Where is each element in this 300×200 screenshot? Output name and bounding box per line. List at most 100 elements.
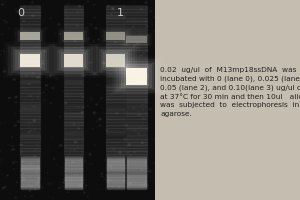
Bar — [21, 156, 39, 159]
Bar — [126, 18, 147, 21]
Bar — [106, 141, 125, 143]
Bar — [20, 64, 40, 67]
Bar — [112, 58, 161, 94]
Bar — [65, 169, 82, 172]
Bar — [126, 141, 147, 143]
Bar — [127, 162, 146, 165]
Bar — [21, 169, 39, 172]
Bar — [106, 80, 125, 82]
Bar — [20, 162, 40, 165]
Bar — [64, 121, 83, 123]
Bar — [20, 90, 40, 93]
Bar — [65, 172, 82, 175]
Bar — [106, 60, 125, 62]
Bar — [64, 141, 83, 143]
Bar — [126, 54, 147, 56]
Bar — [64, 31, 83, 33]
Bar — [126, 23, 147, 25]
Bar — [21, 167, 39, 170]
Bar — [20, 8, 40, 10]
Bar — [64, 49, 83, 51]
Bar — [106, 64, 125, 67]
Bar — [121, 33, 152, 47]
Bar — [64, 26, 83, 28]
Bar — [20, 29, 40, 31]
Bar — [106, 125, 125, 128]
Bar — [127, 179, 146, 182]
Bar — [64, 83, 83, 85]
Bar — [64, 112, 83, 114]
Bar — [126, 101, 147, 103]
Bar — [20, 50, 40, 53]
Bar — [64, 32, 83, 40]
Bar — [20, 78, 40, 80]
Bar — [64, 75, 83, 77]
Bar — [64, 29, 83, 31]
Bar — [64, 148, 83, 151]
Bar — [106, 159, 125, 161]
Bar — [106, 109, 125, 111]
Bar — [20, 167, 40, 169]
Text: 1: 1 — [116, 8, 124, 18]
Bar — [20, 37, 40, 39]
Bar — [126, 150, 147, 152]
Bar — [127, 176, 146, 179]
Bar — [126, 47, 147, 50]
Bar — [127, 182, 146, 185]
Bar — [64, 18, 83, 21]
Bar — [106, 122, 125, 125]
Bar — [20, 161, 40, 163]
Bar — [127, 164, 146, 167]
Bar — [64, 84, 83, 87]
Bar — [126, 5, 147, 7]
Bar — [106, 35, 125, 38]
Bar — [20, 185, 40, 187]
Bar — [106, 112, 125, 114]
Bar — [64, 50, 83, 53]
Bar — [107, 180, 124, 183]
Bar — [126, 38, 147, 41]
Bar — [64, 53, 83, 66]
Bar — [20, 173, 40, 175]
Bar — [64, 20, 83, 22]
Bar — [20, 32, 40, 40]
Bar — [107, 185, 124, 188]
Bar — [20, 60, 40, 62]
Bar — [64, 57, 83, 59]
Bar — [20, 171, 40, 174]
Bar — [106, 9, 125, 12]
Bar — [126, 132, 147, 134]
Bar — [106, 57, 125, 59]
Bar — [106, 113, 125, 116]
Bar — [20, 53, 40, 66]
Bar — [100, 28, 131, 44]
Bar — [106, 14, 125, 16]
Bar — [126, 31, 147, 33]
Bar — [20, 142, 40, 145]
Bar — [116, 61, 157, 91]
Bar — [127, 181, 146, 184]
Bar — [20, 153, 40, 155]
Bar — [126, 73, 147, 76]
Bar — [20, 177, 40, 180]
Bar — [21, 186, 39, 189]
Bar — [126, 60, 147, 62]
Bar — [65, 167, 82, 170]
Bar — [126, 130, 147, 132]
Bar — [107, 172, 124, 175]
Bar — [20, 69, 40, 71]
Bar — [106, 26, 125, 28]
Bar — [126, 44, 147, 47]
Bar — [106, 32, 125, 40]
Bar — [4, 42, 56, 78]
Bar — [64, 187, 83, 189]
Bar — [20, 176, 40, 178]
Bar — [20, 34, 40, 36]
Bar — [126, 69, 147, 71]
Bar — [64, 81, 83, 83]
Bar — [127, 169, 146, 172]
Bar — [21, 164, 39, 167]
Bar — [64, 70, 83, 73]
Bar — [20, 99, 40, 102]
Bar — [64, 12, 83, 15]
